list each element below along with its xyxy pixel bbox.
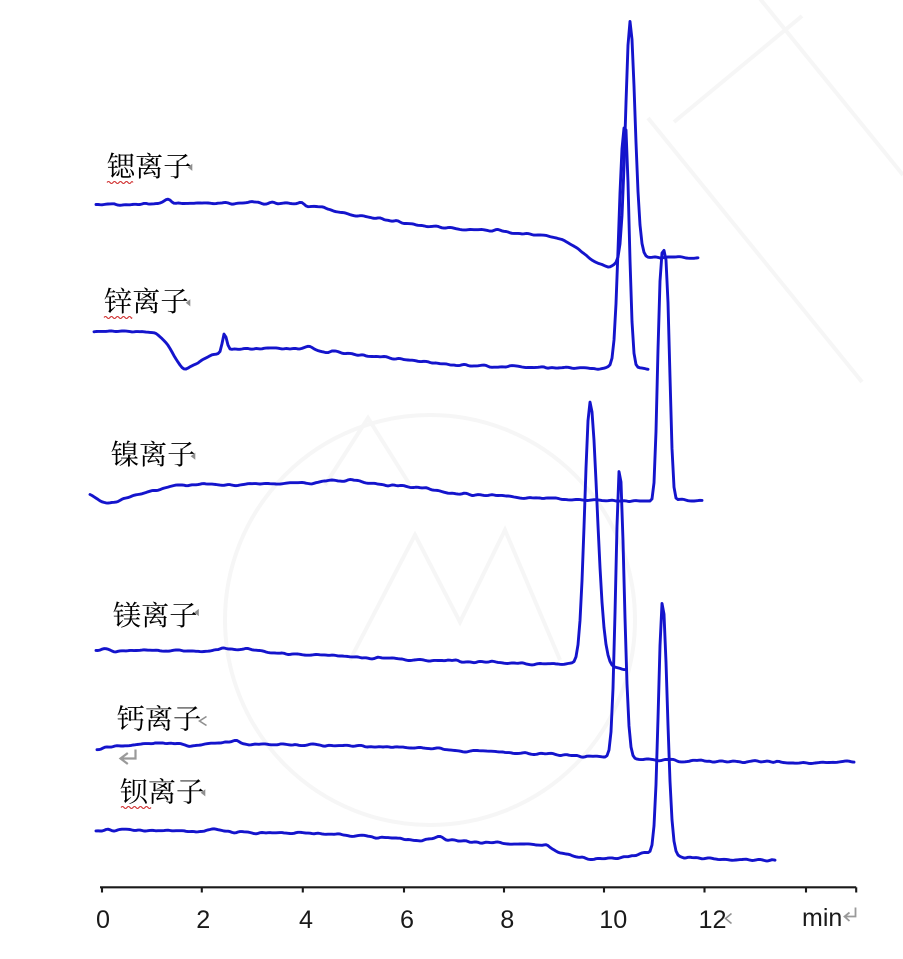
svg-text:6: 6 <box>400 906 414 934</box>
svg-text:0: 0 <box>96 906 110 934</box>
svg-text:4: 4 <box>299 906 313 934</box>
svg-text:min: min <box>802 904 842 932</box>
svg-text:8: 8 <box>500 906 514 934</box>
svg-text:10: 10 <box>599 906 627 934</box>
svg-text:12: 12 <box>699 906 727 934</box>
svg-text:2: 2 <box>196 906 210 934</box>
